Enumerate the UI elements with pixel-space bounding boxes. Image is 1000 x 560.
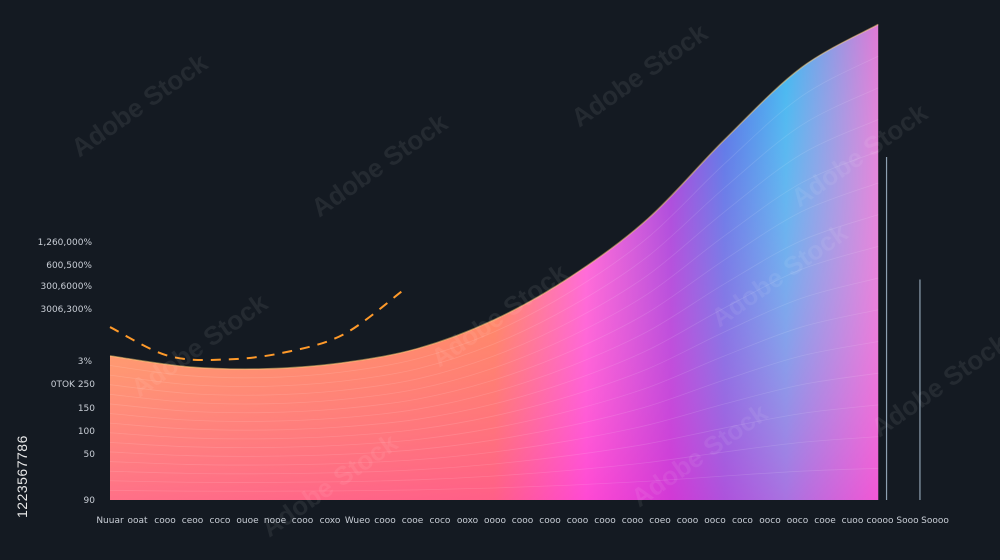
stock-id: 1223567786 [14,435,30,518]
area-edge [109,23,879,370]
area-band-line [109,404,879,475]
x-tick-label: cooo [292,516,314,526]
x-tick-label: cuoo [842,516,864,526]
area-band-line [109,467,879,492]
dashed-line [109,290,403,362]
y-tick-label: 50 [84,450,96,460]
x-tick-label: coco [732,516,753,526]
x-tick-label: Soooo [921,516,949,526]
x-tick-label: coco [210,516,231,526]
area-band-line [109,277,879,440]
x-tick-label: ceoo [182,516,204,526]
x-tick-label: cooo [594,516,616,526]
y-tick-label-upper: 1,260,000% [38,238,93,248]
y-tick-label-upper: 3% [78,357,93,367]
x-tick-label: cooo [677,516,699,526]
area-band-line [109,309,879,449]
area-band-line [109,245,879,431]
area-band-line [109,182,879,414]
area-shade [110,24,879,500]
y-tick-label: 150 [78,404,95,414]
area-band-line [109,341,879,457]
area-band-line [109,87,879,387]
area-series [109,23,879,500]
x-tick-label: cooo [539,516,561,526]
x-tick-label: cooe [402,516,424,526]
x-tick-label: Wueo [345,516,371,526]
x-tick-label: coooo [867,516,894,526]
x-tick-label: cooo [154,516,176,526]
area-band-line [109,436,879,483]
x-tick-label: Sooo [896,516,919,526]
y-tick-label: 100 [78,427,95,437]
x-tick-label: Nuuar [96,516,124,526]
y-tick-label: 0TOK 250 [51,380,96,390]
x-tick-label: ooco [704,516,726,526]
x-tick-label: cooo [512,516,534,526]
x-axis-ticks: Nuuar ooat cooo ceoo coco ouoe nooe cooo coxo Wue… [96,516,949,526]
x-tick-label: ouoe [236,516,259,526]
x-tick-label: coeo [649,516,671,526]
dashed-series [109,290,403,362]
y-tick-label-upper: 3006,300% [41,305,93,315]
area-band-line [109,119,879,396]
x-tick-label: ooco [787,516,809,526]
y-tick-label-upper: 600,500% [46,261,92,271]
area-band-line [109,214,879,422]
x-tick-label: coco [430,516,451,526]
x-tick-label: cooe [814,516,836,526]
y-tick-label-upper: 300,6000% [41,282,93,292]
area-band-line [109,372,879,466]
x-tick-label: nooe [264,516,287,526]
x-tick-label: ooco [759,516,781,526]
x-tick-label: cooo [374,516,396,526]
x-tick-label: cooo [567,516,589,526]
x-tick-label: ooat [127,516,148,526]
area-band-line [109,150,879,405]
x-tick-label: cooo [622,516,644,526]
x-tick-label: ooxo [457,516,479,526]
y-tick-label: 90 [84,496,96,506]
area-band-line [109,55,879,379]
x-tick-label: oooo [484,516,507,526]
y-axis-ticks: 1,260,000% 600,500% 300,6000% 3006,300% 3% 0T… [38,238,96,506]
x-tick-label: coxo [320,516,341,526]
